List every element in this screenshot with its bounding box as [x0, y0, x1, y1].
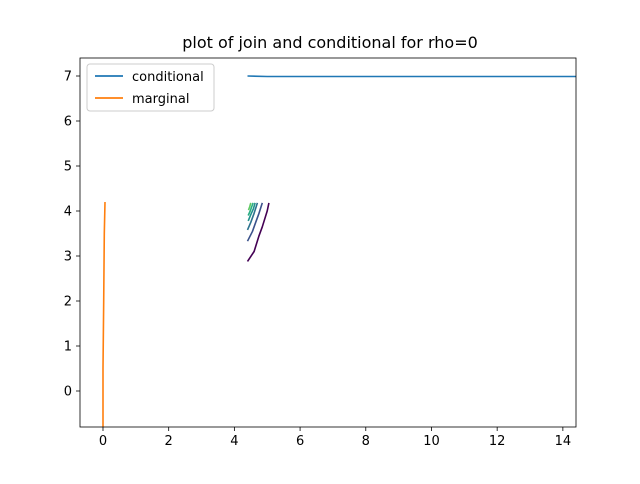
x-tick-label: 4	[230, 434, 238, 449]
x-tick-label: 12	[489, 434, 506, 449]
x-tick-label: 14	[555, 434, 572, 449]
y-tick-label: 5	[64, 160, 72, 175]
legend-label-conditional: conditional	[132, 70, 204, 85]
contour-line-1	[246, 202, 264, 242]
legend: conditional marginal	[86, 63, 215, 112]
x-tick-label: 2	[165, 434, 173, 449]
x-tick-label: 8	[362, 434, 370, 449]
series-line-conditional	[247, 75, 576, 78]
legend-label-marginal: marginal	[132, 92, 189, 107]
axes-frame	[79, 57, 577, 428]
y-tick-label: 3	[64, 250, 72, 265]
x-tick-label: 6	[296, 434, 304, 449]
x-tick-label: 10	[423, 434, 440, 449]
plot-marks	[102, 75, 576, 427]
series-line-marginal	[102, 201, 106, 427]
chart-title: plot of join and conditional for rho=0	[182, 33, 478, 52]
contour-line-3	[247, 202, 256, 222]
x-tick-label: 0	[99, 434, 107, 449]
y-tick-label: 0	[64, 385, 72, 400]
contour-line-0	[246, 202, 270, 262]
y-tick-label: 4	[64, 205, 72, 220]
y-tick-label: 1	[64, 340, 72, 355]
contour-line-4	[247, 202, 254, 216]
y-tick-label: 6	[64, 115, 72, 130]
contour-line-2	[246, 202, 259, 231]
y-tick-label: 7	[64, 70, 72, 85]
y-tick-label: 2	[64, 295, 72, 310]
contour-line-5	[247, 202, 252, 211]
